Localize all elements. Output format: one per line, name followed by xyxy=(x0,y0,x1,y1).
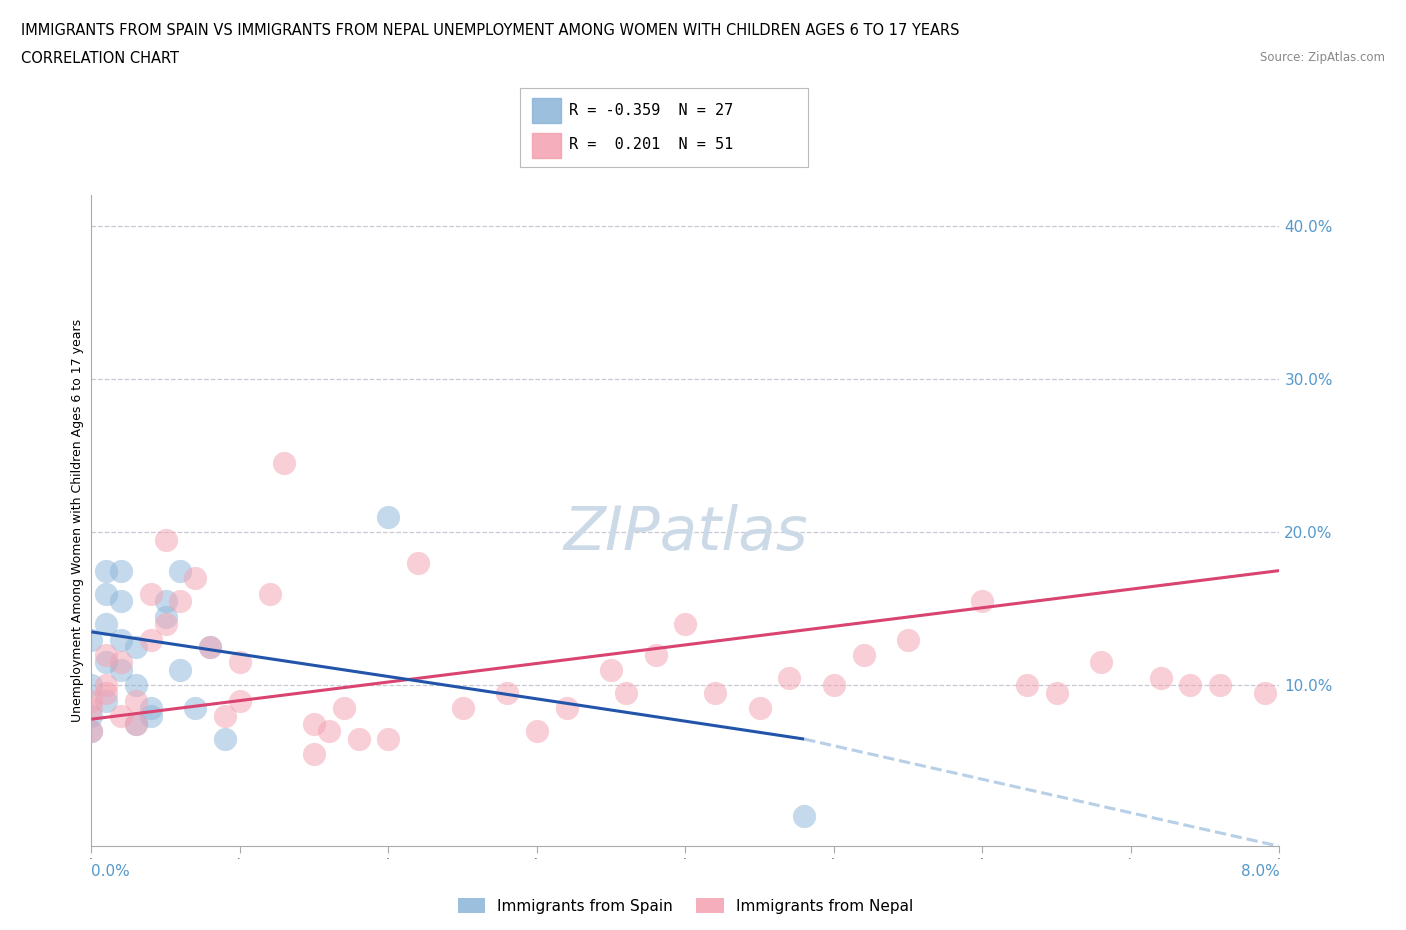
Point xyxy=(96,617,118,631)
Point xyxy=(229,694,252,709)
Legend: Immigrants from Spain, Immigrants from Nepal: Immigrants from Spain, Immigrants from N… xyxy=(458,897,912,913)
Text: 8.0%: 8.0% xyxy=(1240,864,1279,879)
Point xyxy=(110,593,132,608)
Point xyxy=(80,701,103,716)
Point xyxy=(110,709,132,724)
Point xyxy=(155,617,177,631)
Point xyxy=(1046,685,1069,700)
Point xyxy=(200,640,222,655)
Point xyxy=(793,808,815,823)
Point xyxy=(80,678,103,693)
Point xyxy=(823,678,845,693)
Point xyxy=(600,663,623,678)
Point xyxy=(139,586,162,601)
Point xyxy=(96,685,118,700)
Bar xyxy=(531,98,561,123)
Point xyxy=(451,701,474,716)
Point xyxy=(377,732,399,747)
Point xyxy=(333,701,356,716)
Point xyxy=(748,701,770,716)
Text: 0.0%: 0.0% xyxy=(91,864,131,879)
Text: ZIPatlas: ZIPatlas xyxy=(564,504,807,564)
Point xyxy=(139,701,162,716)
Point xyxy=(1015,678,1038,693)
Point xyxy=(184,571,207,586)
Point xyxy=(110,655,132,670)
Point xyxy=(273,456,295,471)
Point xyxy=(139,632,162,647)
Point xyxy=(125,716,148,731)
Point xyxy=(155,533,177,548)
Point xyxy=(302,747,325,762)
Point xyxy=(302,716,325,731)
Point xyxy=(80,724,103,738)
Point xyxy=(80,632,103,647)
Point xyxy=(155,593,177,608)
Text: CORRELATION CHART: CORRELATION CHART xyxy=(21,51,179,66)
Point xyxy=(1209,678,1232,693)
Point xyxy=(110,564,132,578)
Point xyxy=(614,685,637,700)
Point xyxy=(96,694,118,709)
Point xyxy=(1180,678,1202,693)
Point xyxy=(96,655,118,670)
Text: R = -0.359  N = 27: R = -0.359 N = 27 xyxy=(569,102,734,117)
Point xyxy=(1090,655,1112,670)
Point xyxy=(406,555,429,570)
Point xyxy=(80,724,103,738)
Point xyxy=(555,701,578,716)
Point xyxy=(318,724,340,738)
Point xyxy=(1149,671,1171,685)
Point xyxy=(96,564,118,578)
Point xyxy=(972,593,994,608)
Point xyxy=(125,640,148,655)
Text: R =  0.201  N = 51: R = 0.201 N = 51 xyxy=(569,138,734,153)
Point xyxy=(526,724,548,738)
Text: Source: ZipAtlas.com: Source: ZipAtlas.com xyxy=(1260,51,1385,64)
Point xyxy=(169,593,191,608)
Point xyxy=(125,716,148,731)
Point xyxy=(214,709,236,724)
Point xyxy=(125,694,148,709)
Point xyxy=(496,685,519,700)
Y-axis label: Unemployment Among Women with Children Ages 6 to 17 years: Unemployment Among Women with Children A… xyxy=(72,319,84,723)
Point xyxy=(110,632,132,647)
Point xyxy=(1253,685,1275,700)
Point xyxy=(347,732,370,747)
Point xyxy=(184,701,207,716)
Point xyxy=(673,617,696,631)
Point xyxy=(377,510,399,525)
Point xyxy=(155,609,177,624)
Point xyxy=(778,671,800,685)
Point xyxy=(259,586,281,601)
Point xyxy=(139,709,162,724)
Point xyxy=(644,647,666,662)
Point xyxy=(852,647,875,662)
Point xyxy=(80,709,103,724)
Point xyxy=(169,663,191,678)
Point xyxy=(96,678,118,693)
Point xyxy=(110,663,132,678)
Point xyxy=(96,647,118,662)
Point xyxy=(96,586,118,601)
Point xyxy=(80,694,103,709)
Point xyxy=(704,685,727,700)
Point xyxy=(214,732,236,747)
Point xyxy=(125,678,148,693)
Point xyxy=(200,640,222,655)
Text: IMMIGRANTS FROM SPAIN VS IMMIGRANTS FROM NEPAL UNEMPLOYMENT AMONG WOMEN WITH CHI: IMMIGRANTS FROM SPAIN VS IMMIGRANTS FROM… xyxy=(21,23,959,38)
Bar xyxy=(531,133,561,158)
Point xyxy=(897,632,920,647)
Point xyxy=(229,655,252,670)
Point xyxy=(169,564,191,578)
